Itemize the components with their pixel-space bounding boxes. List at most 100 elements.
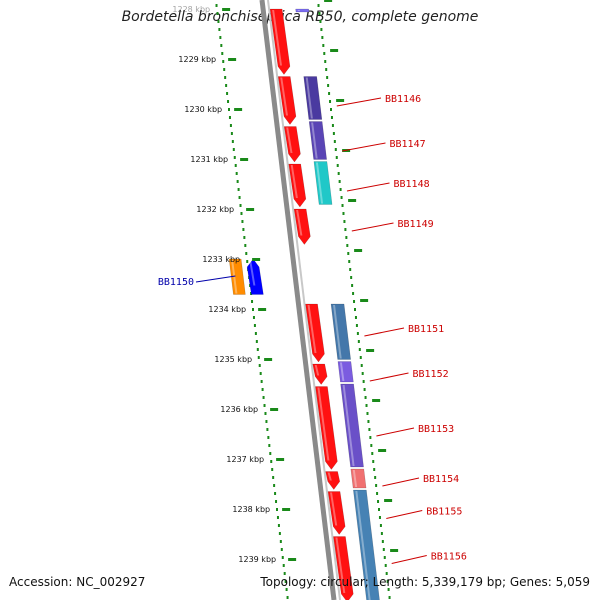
- ruler-dot: [319, 20, 322, 23]
- gene-feature-highlight: [231, 260, 238, 294]
- ruler-dot: [345, 236, 348, 239]
- label-leader: [391, 555, 427, 564]
- ruler-dot: [350, 276, 353, 279]
- ruler-dot: [235, 172, 238, 175]
- ruler-dot: [359, 356, 362, 359]
- gene-feature: [325, 471, 341, 490]
- gene-label: BB1150: [158, 277, 194, 288]
- ruler-dot: [388, 596, 391, 599]
- ruler-dot: [239, 204, 242, 207]
- gene-feature-highlight: [317, 387, 330, 461]
- ruler-dot: [282, 564, 285, 567]
- ruler-dot: [378, 516, 381, 519]
- label-leader: [342, 142, 386, 152]
- gene-feature-highlight: [286, 127, 293, 153]
- gene-feature: [315, 386, 338, 470]
- ruler-tick-label: 1235 kbp: [214, 355, 252, 364]
- ruler-tick-label: 1239 kbp: [238, 555, 276, 564]
- backbone-edge: [267, 0, 341, 600]
- ruler-dot: [371, 452, 374, 455]
- ruler-dot: [374, 476, 377, 479]
- label-leader: [386, 510, 423, 519]
- ruler-dot: [219, 36, 222, 39]
- ruler-dot: [385, 572, 388, 575]
- ruler-tick: [234, 108, 243, 111]
- gene-feature: [228, 258, 246, 295]
- ruler-dot: [267, 436, 270, 439]
- ruler-tick: [270, 408, 279, 411]
- ruler-dot: [342, 212, 345, 215]
- ruler-dot: [340, 196, 343, 199]
- ruler-dot: [254, 332, 257, 335]
- ruler-dot: [367, 420, 370, 423]
- ruler-dot: [325, 68, 328, 71]
- ruler-dot: [332, 132, 335, 135]
- gene-label: BB1147: [390, 139, 426, 150]
- ruler-dot: [224, 76, 227, 79]
- ruler-dot: [278, 532, 281, 535]
- gene-feature-highlight: [305, 77, 313, 119]
- ruler-dot: [324, 60, 327, 63]
- ruler-dot: [375, 484, 378, 487]
- ruler-dot: [356, 332, 359, 335]
- ruler-dot: [217, 20, 220, 23]
- ruler-tick-label: 1230 kbp: [184, 105, 222, 114]
- ruler-dot: [277, 524, 280, 527]
- ruler-tick-label: 1237 kbp: [226, 455, 264, 464]
- gene-feature-highlight: [280, 77, 288, 116]
- ruler-dot: [381, 540, 384, 543]
- gene-labels: BB1146 BB1147 BB1148 BB1149 BB1150 BB1151 BB11…: [158, 94, 467, 564]
- ruler-dot: [261, 388, 264, 391]
- ruler-dot: [240, 212, 243, 215]
- ruler-tick: [252, 258, 261, 261]
- gene-feature: [333, 536, 354, 600]
- gene-feature-highlight: [327, 472, 332, 481]
- ruler-tick-outer: [324, 0, 333, 2]
- ruler-tick: [246, 208, 255, 211]
- ruler-dot: [372, 460, 375, 463]
- ruler-dot: [250, 292, 253, 295]
- ruler-dot: [271, 468, 274, 471]
- ruler-dot: [352, 292, 355, 295]
- ruler-tick-label: 1234 kbp: [208, 305, 246, 314]
- gene-features: [228, 8, 380, 600]
- ruler-dot: [244, 244, 247, 247]
- ruler-dot: [348, 260, 351, 263]
- ruler-dot: [223, 68, 226, 71]
- ruler-dot: [346, 244, 349, 247]
- ruler-dot: [366, 412, 369, 415]
- ruler-dot: [357, 340, 360, 343]
- ruler-dot: [245, 252, 248, 255]
- ruler-dot: [246, 260, 249, 263]
- ruler-dot: [273, 484, 276, 487]
- gene-feature: [288, 163, 307, 208]
- ruler-dot: [243, 236, 246, 239]
- ruler-tick-outer: [354, 249, 363, 252]
- ruler-dot: [280, 548, 283, 551]
- ruler-tick-outer: [348, 199, 357, 202]
- ruler-dot: [260, 380, 263, 383]
- gene-label: BB1149: [398, 219, 434, 230]
- ruler-dot: [259, 372, 262, 375]
- gene-feature: [340, 383, 364, 468]
- gene-feature-highlight: [272, 10, 282, 66]
- ruler-dot: [380, 532, 383, 535]
- ruler-dot: [339, 188, 342, 191]
- ruler-dot: [341, 204, 344, 207]
- ruler-dot: [283, 572, 286, 575]
- ruler-dot: [252, 316, 255, 319]
- ruler-tick: [264, 358, 273, 361]
- ruler-dot: [384, 564, 387, 567]
- ruler-dot: [216, 12, 219, 15]
- gene-label: BB1154: [423, 474, 459, 485]
- ruler-dot: [225, 84, 228, 87]
- gene-feature-highlight: [311, 122, 318, 159]
- gene-feature: [350, 468, 367, 489]
- label-leader: [376, 427, 415, 437]
- ruler-dot: [373, 468, 376, 471]
- ruler-dot: [318, 12, 321, 15]
- gene-feature-highlight: [352, 470, 358, 487]
- gene-feature-highlight: [296, 210, 303, 236]
- label-leader: [346, 182, 390, 192]
